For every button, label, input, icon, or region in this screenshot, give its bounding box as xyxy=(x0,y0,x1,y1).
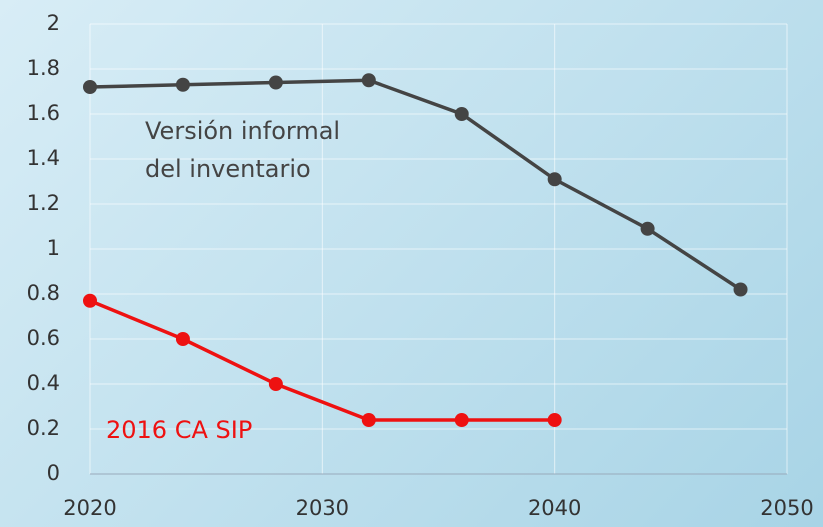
series-line xyxy=(89,299,555,422)
y-tick-label: 2 xyxy=(47,11,60,35)
data-point xyxy=(640,221,655,236)
data-point xyxy=(547,172,562,187)
x-tick-label: 2020 xyxy=(63,496,116,520)
data-point xyxy=(361,413,376,427)
series-label: 2016 CA SIP xyxy=(106,416,253,444)
data-point xyxy=(175,332,190,346)
x-tick-label: 2050 xyxy=(760,496,813,520)
data-point xyxy=(268,377,283,391)
y-tick-label: 0 xyxy=(47,461,60,485)
y-tick-label: 0.2 xyxy=(27,416,60,440)
data-point xyxy=(175,77,190,92)
series-label: Versión informal del inventario xyxy=(145,117,341,183)
data-point xyxy=(547,413,562,427)
y-tick-label: 0.6 xyxy=(27,326,60,350)
data-point xyxy=(83,80,97,94)
y-tick-label: 1 xyxy=(47,236,60,260)
x-tick-label: 2030 xyxy=(296,496,349,520)
x-tick-label: 2040 xyxy=(528,496,581,520)
data-point xyxy=(733,282,748,297)
y-tick-label: 0.4 xyxy=(27,371,60,395)
y-tick-label: 1.6 xyxy=(27,101,60,125)
y-tick-label: 1.4 xyxy=(27,146,60,170)
y-tick-label: 0.8 xyxy=(27,281,60,305)
data-point xyxy=(454,413,469,427)
data-point xyxy=(268,75,283,90)
data-point xyxy=(361,73,376,88)
data-point xyxy=(83,293,97,308)
data-point xyxy=(454,107,469,121)
series-line xyxy=(89,78,742,291)
y-tick-label: 1.8 xyxy=(27,56,60,80)
y-tick-label: 1.2 xyxy=(27,191,60,215)
